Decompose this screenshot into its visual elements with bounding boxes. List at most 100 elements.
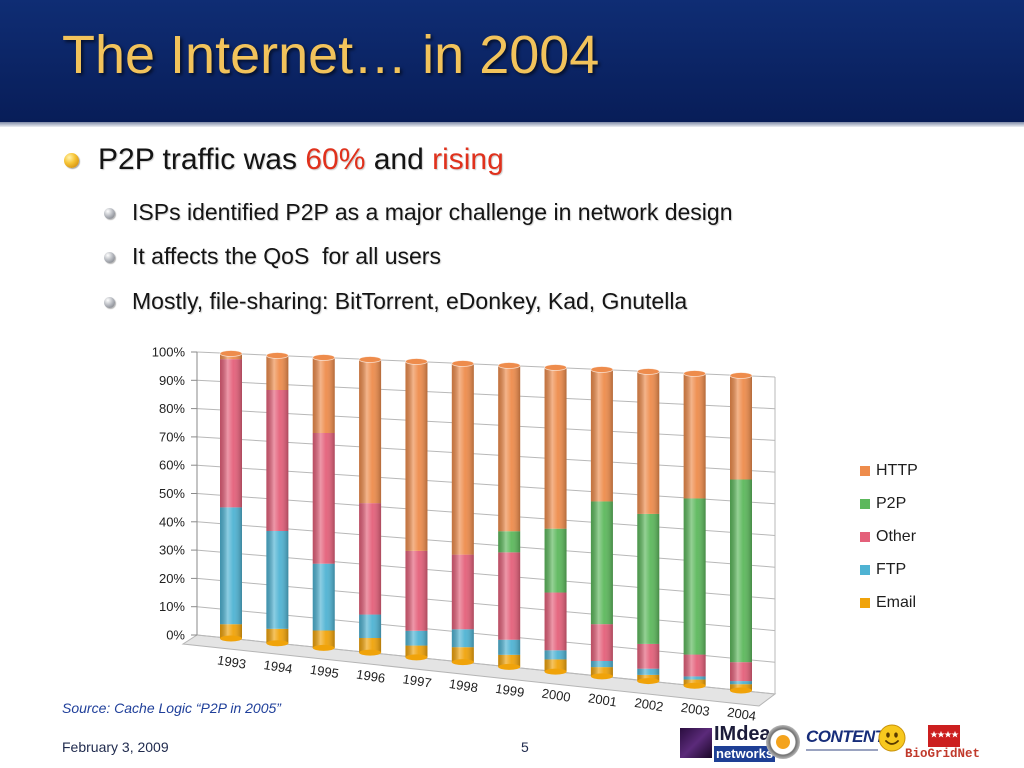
bar-top-cap [312, 354, 336, 361]
bar-1993 [219, 350, 243, 642]
bar-2000 [544, 364, 567, 675]
bar-shading [266, 355, 289, 644]
content-logo-text: CONTENT [806, 727, 885, 746]
x-tick-label: 1994 [263, 657, 294, 676]
sub-bullet-icon [104, 208, 115, 219]
bar-1995 [312, 354, 336, 651]
x-tick-label: 1998 [448, 676, 479, 695]
gridline [196, 351, 776, 378]
bar-1996 [358, 356, 382, 656]
bar-top-cap [683, 370, 707, 377]
bar-1999 [497, 362, 521, 670]
y-tick-label: 20% [159, 571, 185, 586]
y-tick-label: 0% [166, 628, 185, 643]
bar-shading [683, 373, 706, 686]
chart-plot-area: 0% 10% 20% 30% 40% 50% 60% 70% 80% 90% 100% 1993 199… [152, 345, 777, 724]
source-note: Source: Cache Logic “P2P in 2005” [62, 700, 281, 716]
y-tick-label: 100% [152, 345, 186, 360]
biogridnet-logo-text: BioGridNet [905, 747, 981, 761]
legend-label: FTP [876, 561, 907, 578]
bar-bottom-cap [637, 678, 660, 685]
legend-label: Other [876, 528, 917, 545]
bar-shading [405, 361, 428, 658]
legend-item-ftp: FTP [860, 561, 980, 594]
bar-bottom-cap [266, 640, 289, 647]
sub-bullet-icon [104, 252, 115, 263]
bar-bottom-cap [312, 644, 335, 651]
bar-shading [590, 369, 613, 677]
bar-bottom-cap [220, 635, 242, 642]
sub-bullet-3: Mostly, file-sharing: BitTorrent, eDonke… [132, 288, 688, 314]
bar-bottom-cap [544, 668, 567, 675]
legend-label: Email [876, 594, 917, 611]
legend-swatch [860, 466, 870, 476]
bar-top-cap [729, 372, 753, 379]
x-tick-label: 1997 [402, 671, 433, 690]
x-tick-label: 1993 [216, 652, 247, 671]
madrid-flag-icon [928, 725, 960, 747]
y-tick-label: 10% [159, 599, 185, 614]
x-tick-label: 1995 [309, 662, 340, 681]
bar-top-cap [544, 364, 567, 371]
sub-bullet-2: It affects the QoS for all users [132, 243, 441, 269]
bar-1997 [405, 358, 428, 661]
x-tick-label: 2001 [587, 690, 618, 709]
y-tick-label: 50% [159, 486, 185, 501]
gridline [196, 634, 776, 695]
legend-swatch [860, 499, 870, 509]
legend-swatch [860, 565, 870, 575]
legend-swatch [860, 532, 870, 542]
bar-bottom-cap [590, 673, 613, 680]
x-tick-label: 2000 [541, 685, 572, 704]
slide-title: The Internet… in 2004 [62, 25, 600, 85]
imdea-logo-subtext: networks [714, 746, 776, 762]
bar-shading [312, 357, 335, 648]
bullet-icon [64, 153, 79, 168]
bar-top-cap [405, 358, 428, 365]
page-number: 5 [521, 739, 529, 755]
x-tick-label: 2004 [726, 704, 757, 723]
x-tick-label: 1996 [355, 667, 386, 686]
bar-bottom-cap [683, 682, 706, 689]
imdea-logo-text: IMdea [714, 723, 771, 745]
x-tick-label: 1999 [494, 681, 525, 700]
gridline [196, 464, 776, 505]
gridline [196, 606, 776, 663]
gridline [196, 408, 776, 441]
bar-1998 [451, 360, 475, 666]
x-tick-label: 2003 [680, 700, 711, 719]
bullet-main-text-mid: and [365, 143, 433, 176]
y-tick-label: 70% [159, 429, 185, 444]
gridline [196, 379, 776, 410]
legend-item-p2p: P2P [860, 495, 980, 528]
y-tick-label: 90% [159, 373, 185, 388]
bar-top-cap [636, 368, 660, 375]
bar-top-cap [451, 360, 475, 367]
bar-1994 [265, 352, 289, 647]
gridline [196, 577, 776, 632]
bullet-highlight-rising: rising [432, 143, 504, 176]
bar-top-cap [497, 362, 521, 369]
bar-bottom-cap [498, 663, 521, 670]
bar-bottom-cap [451, 659, 474, 666]
gridline [196, 549, 776, 600]
bar-bottom-cap [730, 687, 752, 694]
bar-shading [220, 353, 242, 639]
footer-date: February 3, 2009 [62, 739, 169, 755]
chart-legend: HTTP P2P Other FTP Email [860, 462, 980, 627]
y-tick-label: 40% [159, 514, 185, 529]
bar-top-cap [219, 350, 243, 357]
content-logo-rule [806, 749, 878, 751]
legend-swatch [860, 598, 870, 608]
x-tick-label: 2002 [634, 695, 665, 714]
bar-top-cap [265, 352, 289, 359]
bar-bottom-cap [359, 649, 382, 656]
bar-shading [544, 367, 567, 672]
slide-header [0, 0, 1024, 122]
bar-bottom-cap [405, 654, 428, 661]
bar-top-cap [358, 356, 382, 363]
y-tick-label: 30% [159, 543, 185, 558]
imdea-logo-image [680, 728, 712, 758]
bar-shading [498, 365, 521, 667]
